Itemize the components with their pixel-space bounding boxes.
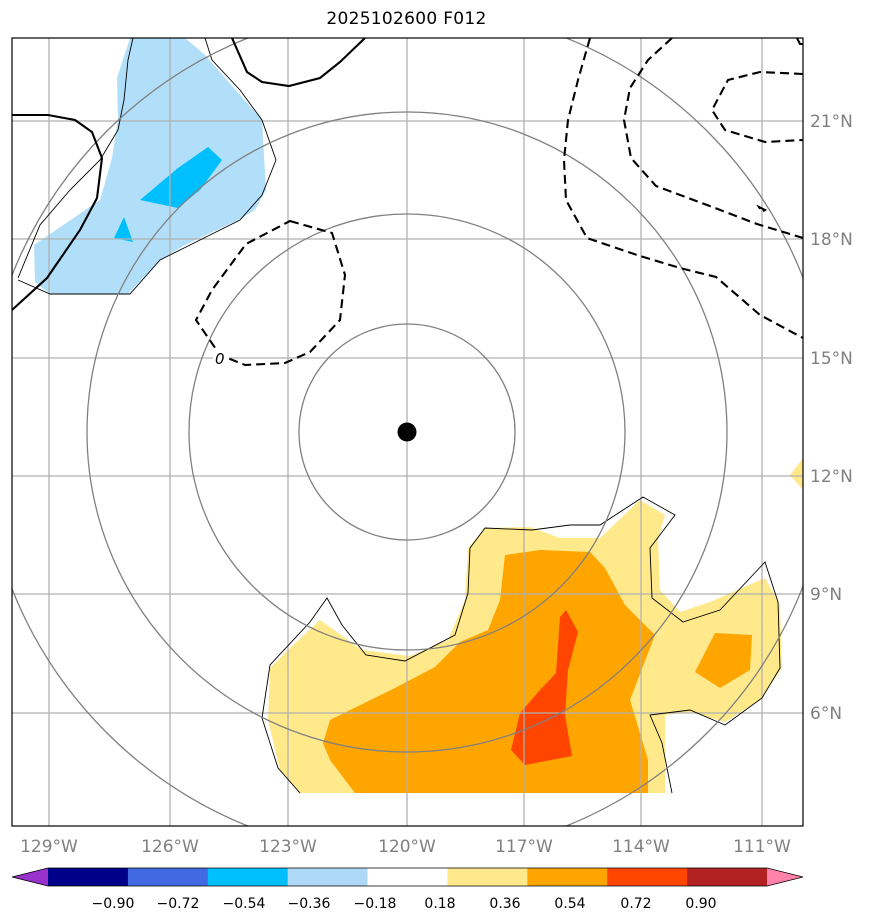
colorbar-tick-label: −0.72 xyxy=(157,896,200,912)
latitude-labels: 21°N 18°N 15°N 12°N 9°N 6°N xyxy=(810,112,853,724)
colorbar-tick-label: −0.54 xyxy=(223,896,266,912)
positive-anomaly-right-edge xyxy=(790,458,803,490)
lat-label: 15°N xyxy=(810,349,853,369)
colorbar-tick-label: 0.36 xyxy=(489,896,520,912)
colorbar-tick-labels: −0.90 −0.72 −0.54 −0.36 −0.18 0.18 0.36 … xyxy=(92,896,717,912)
colorbar-segment xyxy=(527,868,608,886)
colorbar-tick-label: −0.36 xyxy=(288,896,331,912)
map-title: 2025102600 F012 xyxy=(326,9,487,29)
colorbar-extend-max xyxy=(767,868,803,886)
coastlines xyxy=(17,38,781,794)
colorbar-tick-label: 0.18 xyxy=(424,896,455,912)
colorbar-tick-label: 0.54 xyxy=(554,896,585,912)
contour-label-bg xyxy=(213,348,229,368)
colorbar-extend-min xyxy=(12,868,48,886)
dashed-contours xyxy=(194,38,803,367)
colorbar-segment xyxy=(48,868,129,886)
colorbar xyxy=(11,867,804,887)
colorbar-segment xyxy=(447,868,528,886)
colorbar-segment xyxy=(287,868,369,886)
colorbar-segment xyxy=(367,868,448,886)
storm-center-marker xyxy=(397,422,417,442)
lat-label: 18°N xyxy=(810,230,853,250)
plot-frame xyxy=(11,37,804,827)
map-plot-area: 0 xyxy=(12,38,803,826)
lat-label: 6°N xyxy=(810,704,842,724)
contour-label: 0 xyxy=(215,350,225,368)
longitude-labels: 129°W 126°W 123°W 120°W 117°W 114°W 111°… xyxy=(20,837,791,857)
range-rings xyxy=(12,38,803,826)
lat-label: 21°N xyxy=(810,112,853,132)
positive-anomaly-orange xyxy=(323,550,655,793)
lat-label: 12°N xyxy=(810,467,853,487)
colorbar-outline xyxy=(11,867,804,887)
lat-label: 9°N xyxy=(810,585,842,605)
colorbar-segment xyxy=(687,868,768,886)
colorbar-tick-label: −0.18 xyxy=(354,896,397,912)
positive-anomaly-orange-right xyxy=(695,633,752,688)
negative-anomaly-light xyxy=(34,38,266,294)
colorbar-segment xyxy=(127,868,209,886)
lon-label: 111°W xyxy=(733,837,791,857)
colorbar-tick-label: 0.90 xyxy=(685,896,716,912)
negative-anomaly-mid-small xyxy=(114,217,133,242)
filled-contours xyxy=(34,38,803,793)
colorbar-tick-label: −0.90 xyxy=(92,896,135,912)
colorbar-segment xyxy=(207,868,289,886)
colorbar-segment xyxy=(607,868,688,886)
negative-anomaly-mid xyxy=(140,147,222,208)
lon-label: 120°W xyxy=(378,837,436,857)
positive-anomaly-red xyxy=(511,610,578,765)
lon-label: 114°W xyxy=(612,837,670,857)
solid-contours xyxy=(12,38,803,311)
lon-label: 123°W xyxy=(259,837,317,857)
lon-label: 117°W xyxy=(495,837,553,857)
lon-label: 126°W xyxy=(141,837,199,857)
colorbar-tick-label: 0.72 xyxy=(620,896,651,912)
lon-label: 129°W xyxy=(20,837,78,857)
